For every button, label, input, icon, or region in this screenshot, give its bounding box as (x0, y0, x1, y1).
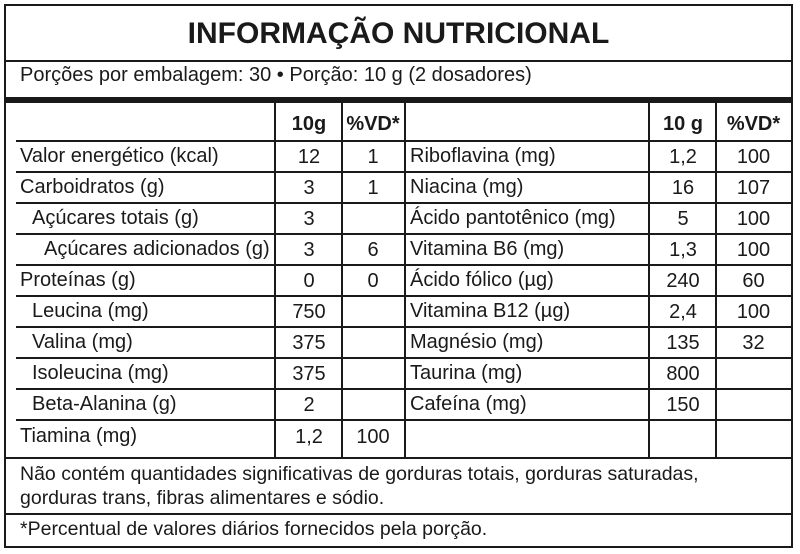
nutrient-name: Valina (mg) (32, 331, 133, 353)
nutrient-vd (342, 390, 404, 420)
not-significant-note: Não contém quantidades significativas de… (20, 463, 699, 509)
nutrient-amount: 1,3 (669, 239, 697, 261)
nutrient-amount: 240 (666, 270, 700, 292)
nutrient-amount: 3 (303, 208, 315, 230)
row-divider (404, 233, 791, 235)
nutrient-amount: 2 (303, 394, 315, 416)
nutrient-name: Tiamina (mg) (20, 425, 138, 447)
row-divider (16, 171, 404, 173)
row-divider (404, 264, 791, 266)
nutrient-vd: 1 (367, 146, 379, 168)
row-divider (404, 419, 791, 421)
row-divider (16, 140, 791, 142)
row-divider (404, 295, 791, 297)
nutrient-name: Leucina (mg) (32, 300, 149, 322)
nutrient-name: Ácido pantotênico (mg) (410, 207, 616, 229)
right-amount-header: 10 g (662, 113, 704, 135)
nutrient-vd: 1 (367, 177, 379, 199)
row-divider (404, 202, 791, 204)
nutrient-name: Açúcares adicionados (g) (44, 238, 270, 260)
row-divider (16, 388, 404, 390)
nutrient-amount: 750 (292, 301, 326, 323)
nutrition-label: INFORMAÇÃO NUTRICIONAL Porções por embal… (4, 4, 793, 548)
nutrient-amount: 2,4 (669, 301, 697, 323)
nutrient-vd: 100 (736, 301, 771, 323)
row-divider (404, 326, 791, 328)
nutrient-name: Vitamina B6 (mg) (410, 238, 565, 260)
nutrient-amount: 375 (292, 363, 326, 385)
left-vd-header: %VD* (346, 113, 400, 135)
nutrient-amount: 150 (666, 394, 700, 416)
nutrient-vd (716, 359, 791, 389)
nutrient-name: Proteínas (g) (20, 269, 136, 291)
nutrient-vd (342, 328, 404, 358)
row-divider (16, 357, 404, 359)
nutrient-amount: 800 (666, 363, 700, 385)
nutrient-amount: 1,2 (669, 146, 697, 168)
nutrient-vd: 107 (736, 177, 771, 199)
label-title: INFORMAÇÃO NUTRICIONAL (187, 17, 610, 50)
nutrient-name: Carboidratos (g) (20, 176, 165, 198)
nutrient-amount: 12 (297, 146, 321, 168)
nutrient-vd: 100 (736, 208, 771, 230)
nutrient-amount: 0 (303, 270, 315, 292)
nutrient-amount: 135 (666, 332, 700, 354)
nutrient-vd (342, 204, 404, 234)
row-divider (16, 295, 404, 297)
row-divider (404, 171, 791, 173)
row-divider (404, 357, 791, 359)
column-divider (715, 103, 717, 457)
nutrient-name: Riboflavina (mg) (410, 145, 556, 167)
nutrient-vd (342, 359, 404, 389)
nutrient-amount: 3 (303, 177, 315, 199)
nutrient-vd (716, 390, 791, 420)
nutrient-name: Açúcares totais (g) (32, 207, 199, 229)
row-divider (16, 202, 404, 204)
row-divider (16, 233, 404, 235)
nutrient-amount: 16 (671, 177, 695, 199)
row-divider (16, 419, 404, 421)
nutrient-vd: 0 (367, 270, 379, 292)
nutrient-name: Valor energético (kcal) (20, 145, 219, 167)
nutrient-name: Niacina (mg) (410, 176, 524, 198)
nutrient-amount: 5 (677, 208, 689, 230)
nutrient-amount: 375 (292, 332, 326, 354)
table-bottom-divider (6, 457, 791, 459)
nutrient-vd: 100 (356, 426, 390, 448)
thick-divider (6, 97, 791, 103)
nutrient-name: Ácido fólico (µg) (410, 269, 554, 291)
right-vd-header: %VD* (726, 113, 781, 135)
nutrient-name: Beta-Alanina (g) (32, 393, 177, 415)
footer-divider (6, 513, 791, 515)
row-divider (16, 326, 404, 328)
nutrient-name: Vitamina B12 (µg) (410, 300, 571, 322)
row-divider (404, 388, 791, 390)
left-amount-header: 10g (291, 113, 327, 135)
nutrient-name: Taurina (mg) (410, 362, 523, 384)
row-divider (16, 264, 404, 266)
nutrient-amount: 1,2 (295, 426, 323, 448)
column-divider (648, 103, 650, 457)
column-divider (341, 103, 343, 457)
nutrient-vd (342, 297, 404, 327)
nutrient-name: Isoleucina (mg) (32, 362, 169, 384)
nutrient-vd: 100 (736, 239, 771, 261)
nutrient-amount: 3 (303, 239, 315, 261)
nutrient-name: Cafeína (mg) (410, 393, 527, 415)
column-divider (274, 103, 276, 457)
vd-footnote: *Percentual de valores diários fornecido… (20, 518, 488, 540)
nutrient-vd: 32 (742, 332, 765, 354)
nutrient-vd: 6 (367, 239, 379, 261)
column-divider (404, 103, 406, 457)
servings-info: Porções por embalagem: 30 • Porção: 10 g… (20, 64, 532, 86)
nutrient-vd: 60 (742, 270, 765, 292)
title-divider (6, 60, 791, 62)
nutrient-vd: 100 (736, 146, 771, 168)
nutrient-name: Magnésio (mg) (410, 331, 544, 353)
